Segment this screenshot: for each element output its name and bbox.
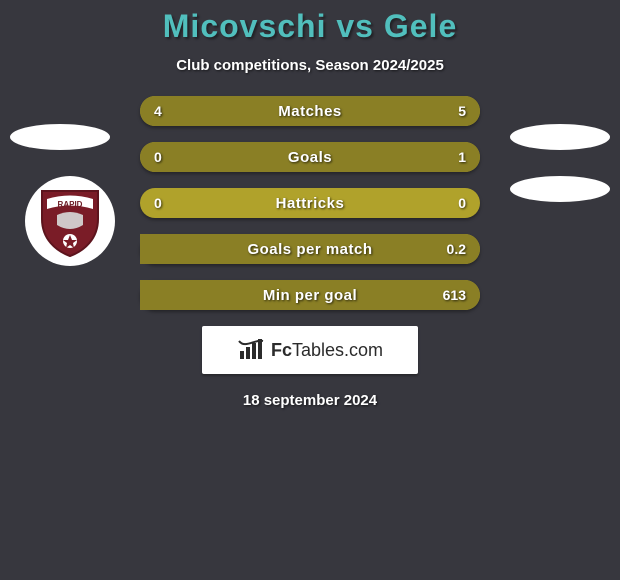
stat-value-left: 0 (154, 188, 162, 218)
club-left-badge: RAPID (25, 176, 115, 266)
stat-label: Min per goal (140, 280, 480, 310)
stat-bar: Min per goal613 (140, 280, 480, 310)
logo-text: FcTables.com (271, 340, 383, 361)
stat-value-right: 1 (458, 142, 466, 172)
bar-chart-icon (237, 339, 265, 361)
stat-value-left: 4 (154, 96, 162, 126)
shield-icon: RAPID (39, 185, 101, 257)
stat-value-right: 0 (458, 188, 466, 218)
stat-value-right: 613 (443, 280, 466, 310)
stat-value-left: 0 (154, 142, 162, 172)
stat-bar: Goals0 1 (140, 142, 480, 172)
club-badge-text: RAPID (58, 200, 83, 209)
stat-value-right: 0.2 (447, 234, 466, 264)
stat-label: Goals (140, 142, 480, 172)
club-right-placeholder (510, 176, 610, 202)
stat-bar: Matches4 5 (140, 96, 480, 126)
player-right-placeholder (510, 124, 610, 150)
player-left-placeholder (10, 124, 110, 150)
stats-bars: Matches45Goals01Hattricks00Goals per mat… (140, 96, 480, 310)
stat-label: Matches (140, 96, 480, 126)
stat-label: Goals per match (140, 234, 480, 264)
snapshot-date: 18 september 2024 (0, 392, 620, 409)
stat-value-right: 5 (458, 96, 466, 126)
fctables-logo[interactable]: FcTables.com (202, 326, 418, 374)
stat-label: Hattricks (140, 188, 480, 218)
stat-bar: Goals per match0.2 (140, 234, 480, 264)
stat-bar: Hattricks0 0 (140, 188, 480, 218)
page-title: Micovschi vs Gele (0, 0, 620, 45)
subtitle: Club competitions, Season 2024/2025 (0, 57, 620, 74)
